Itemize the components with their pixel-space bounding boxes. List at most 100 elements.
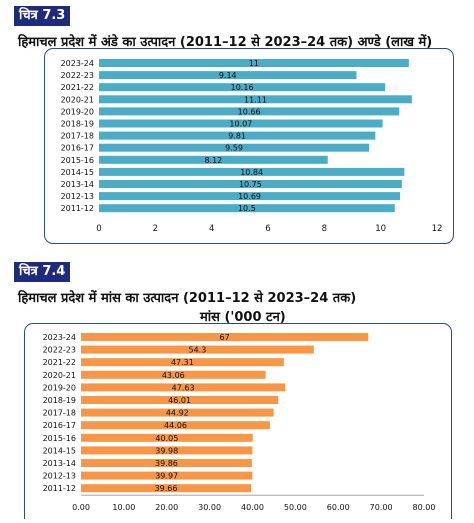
category-label: 2021-22 [43,358,76,367]
figure-badge-meat: चित्र 7.4 [14,262,71,282]
x-tick-label: 60.00 [327,503,350,512]
bar [99,192,401,201]
data-label: 54.3 [188,346,206,355]
x-tick-label: 70.00 [370,503,393,512]
category-label: 2015-16 [61,156,94,165]
data-label: 44.92 [166,409,189,418]
bar [81,421,270,430]
bar [81,358,284,367]
bar [99,119,383,128]
data-label: 10.5 [238,204,256,213]
data-label: 10.75 [239,180,262,189]
category-label: 2018-19 [61,120,94,129]
category-label: 2022-23 [43,346,76,355]
data-label: 9.59 [225,144,243,153]
data-label: 10.07 [229,120,252,129]
x-tick-label: 8 [322,224,327,234]
bar [99,83,386,92]
data-label: 40.05 [155,434,178,443]
category-label: 2016-17 [43,421,76,430]
x-tick-label: 50.00 [284,503,307,512]
chart-title-eggs: हिमाचल प्रदेश में अंडे का उत्पादन (2011–… [18,35,433,50]
data-label: 43.06 [162,371,185,380]
chart-subtitle-meat: मांस ('000 टन) [200,310,286,325]
chart-panel-eggs: 2023-24 11 2022-23 9.14 2021-22 10.16 2020-21 1… [44,48,454,244]
x-tick-label: 12 [432,224,443,234]
data-label: 11.11 [244,95,267,104]
bar [81,446,253,455]
figure-badge-eggs: चित्र 7.3 [14,6,71,26]
data-label: 39.97 [155,472,178,481]
x-tick-label: 2 [153,224,158,234]
egg-production-chart: 2023-24 11 2022-23 9.14 2021-22 10.16 2020-21 1… [61,59,443,234]
bar [99,131,376,140]
bar [99,143,370,152]
category-label: 2019-20 [43,383,76,392]
x-tick-label: 20.00 [155,503,178,512]
data-label: 46.01 [168,396,191,405]
bar [81,484,252,493]
data-label: 44.06 [164,421,187,430]
bar [81,433,253,442]
data-label: 10.66 [238,107,261,116]
category-label: 2014-15 [43,446,76,455]
category-label: 2022-23 [61,71,94,80]
data-label: 39.86 [155,459,178,468]
bar [99,204,395,213]
category-label: 2021-22 [61,83,94,92]
data-label: 47.31 [171,358,194,367]
bar [99,71,357,80]
chart-panel-meat: 2023-24 67 2022-23 54.3 2021-22 47.31 2020-21 4… [24,323,452,519]
x-tick-label: 6 [265,224,270,234]
category-label: 2015-16 [43,434,76,443]
category-label: 2016-17 [61,144,94,153]
data-label: 8.12 [204,156,222,165]
bar [81,333,369,341]
bar [99,95,412,104]
data-label: 39.98 [155,446,178,455]
data-label: 10.69 [238,192,261,201]
bar [81,370,266,379]
category-label: 2023-24 [61,59,94,68]
data-label: 39.66 [155,484,178,493]
x-tick-label: 10.00 [112,503,135,512]
x-tick-label: 30.00 [198,503,221,512]
category-label: 2020-21 [43,371,76,380]
data-label: 67 [220,333,230,342]
x-tick-label: 0 [96,224,101,234]
x-tick-label: 80.00 [413,503,436,512]
category-label: 2018-19 [43,396,76,405]
data-label: 9.81 [228,132,246,141]
category-label: 2020-21 [61,95,94,104]
bar [81,383,286,392]
bar [81,471,253,480]
data-label: 47.63 [172,383,195,392]
category-label: 2017-18 [61,132,94,141]
bar [99,180,402,188]
category-label: 2012-13 [43,472,76,481]
data-label: 11 [249,59,259,68]
category-label: 2013-14 [61,180,94,189]
bar [99,155,328,164]
category-label: 2013-14 [43,459,76,468]
x-tick-label: 4 [209,224,214,234]
category-label: 2019-20 [61,107,94,116]
category-label: 2023-24 [43,333,76,342]
bar [99,59,409,67]
data-label: 9.14 [219,71,237,80]
meat-production-chart: 2023-24 67 2022-23 54.3 2021-22 47.31 2020-21 4… [43,333,436,512]
x-tick-label: 10 [375,224,386,234]
category-label: 2012-13 [61,192,94,201]
bar [81,459,252,467]
x-tick-label: 40.00 [241,503,264,512]
category-label: 2017-18 [43,409,76,418]
bar [81,345,314,354]
bar [99,167,405,176]
bar [81,396,279,404]
category-label: 2014-15 [61,168,94,177]
bar [81,408,274,417]
data-label: 10.84 [240,168,263,177]
data-label: 10.16 [231,83,254,92]
x-tick-label: 0.00 [72,503,90,512]
bar [99,107,400,116]
